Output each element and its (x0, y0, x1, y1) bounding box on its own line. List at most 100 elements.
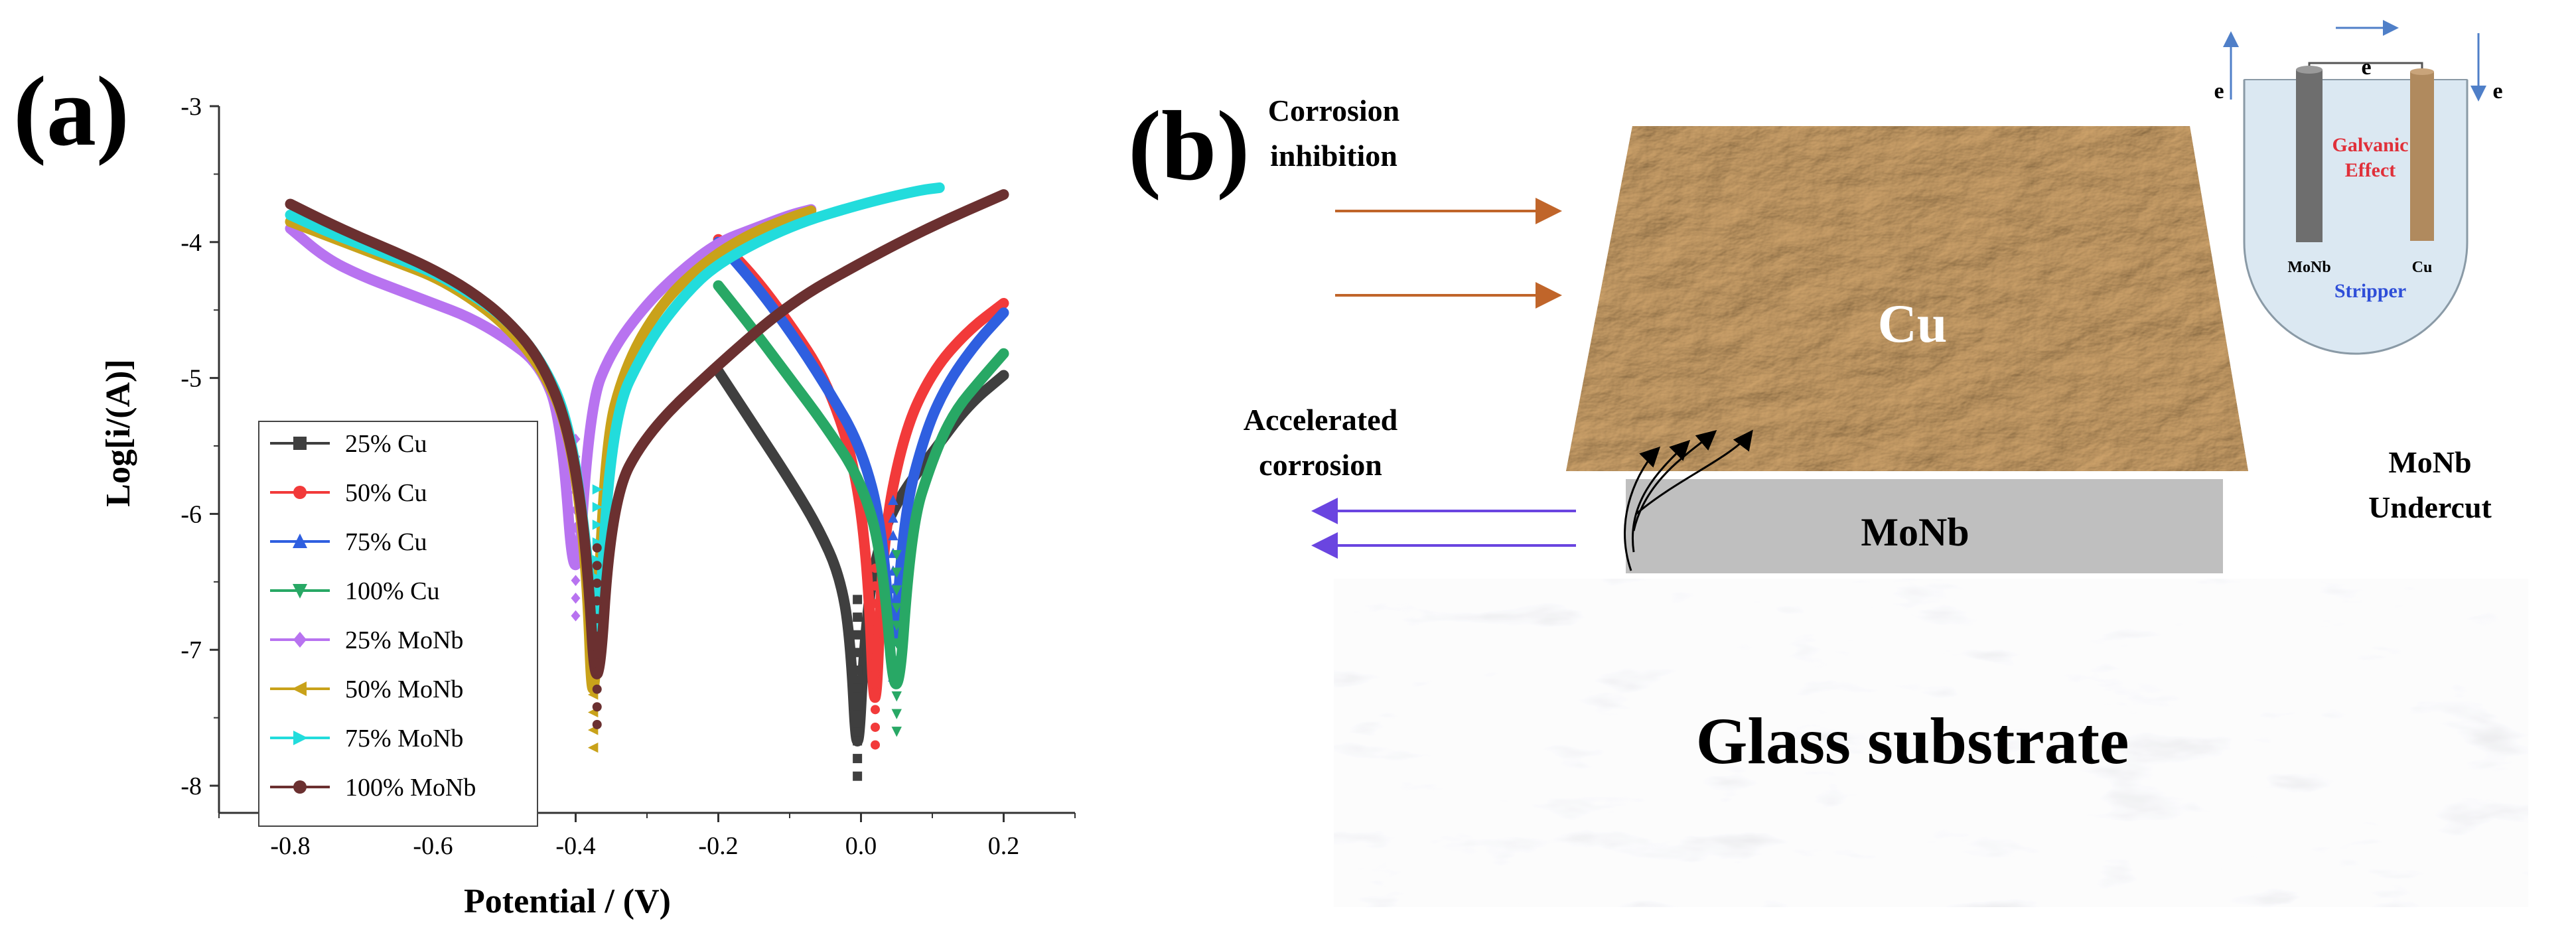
legend-label: 75% MoNb (345, 725, 463, 752)
data-point (871, 634, 880, 644)
data-point (592, 631, 602, 641)
data-point (592, 502, 603, 512)
legend-swatch-marker (293, 534, 307, 548)
data-point (853, 754, 863, 764)
data-point (587, 742, 599, 753)
data-point (571, 610, 581, 622)
legend-swatch-marker (292, 681, 307, 696)
inset-galvanic-line1: Galvanic (2332, 134, 2408, 156)
monb-label: MoNb (1861, 510, 1969, 554)
series-line-25pct-monb (285, 204, 817, 571)
diagram-svg: (b) Corrosion inhibition Cu MoNb Acceler… (1128, 20, 2528, 907)
data-point (571, 539, 581, 551)
x-tick-label: 0.2 (988, 832, 1020, 860)
legend-swatch-marker (293, 632, 307, 648)
data-point (592, 649, 602, 659)
legend-swatch-marker (293, 731, 308, 745)
series-markers-100pct-monb (592, 543, 602, 729)
data-point (592, 667, 602, 676)
x-tick-label: -0.6 (413, 832, 453, 860)
legend-label: 100% Cu (345, 577, 440, 605)
data-point (871, 705, 880, 715)
inset-cu-electrode (2410, 72, 2434, 241)
data-point (592, 719, 602, 729)
legend-label: 75% Cu (345, 528, 427, 556)
panel-a-chart: (a) -0.8 -0.6 -0.4 -0.2 0.0 0.2 -8 -7 -6 -5 -4 -3 P… (0, 0, 1095, 931)
series-markers-100pct-cu (891, 549, 902, 737)
data-point (853, 701, 863, 711)
data-point (871, 652, 880, 662)
inset-e-left: e (2214, 79, 2224, 104)
glass-substrate (1334, 579, 2528, 907)
inset-stripper-label: Stripper (2334, 280, 2406, 302)
legend-label: 100% MoNb (345, 774, 476, 802)
data-point (592, 561, 602, 571)
legend-swatch-marker (293, 584, 307, 599)
undercut-label-line2: Undercut (2368, 490, 2492, 524)
legend-swatch-marker (293, 437, 307, 450)
legend-label: 25% Cu (345, 430, 427, 458)
data-point (871, 687, 880, 697)
series-100pct-monb (285, 189, 1009, 729)
legend-label: 50% MoNb (345, 676, 463, 703)
series-25pct-cu (713, 366, 1009, 781)
cu-label: Cu (1878, 293, 1948, 354)
data-point (853, 665, 863, 675)
data-point (592, 520, 603, 530)
legend-label: 50% Cu (345, 479, 427, 507)
accelerated-label-line1: Accelerated (1244, 403, 1398, 437)
data-point (891, 727, 902, 737)
x-tick-label: -0.4 (555, 832, 595, 860)
y-tick-label: -4 (180, 229, 202, 257)
data-point (592, 543, 602, 553)
data-point (891, 638, 902, 649)
data-point (871, 722, 880, 732)
data-point (592, 684, 602, 694)
series-line-100pct-monb (285, 189, 1009, 680)
panel-a-letter: (a) (13, 56, 129, 167)
x-axis-title: Potential / (V) (464, 883, 671, 920)
chart-svg: (a) -0.8 -0.6 -0.4 -0.2 0.0 0.2 -8 -7 -6 -5 -4 -3 P… (13, 56, 1076, 920)
y-axis-title: Log[i/(A)] (100, 359, 137, 506)
y-tick-label: -8 (180, 772, 202, 800)
panel-b-letter: (b) (1128, 91, 1250, 201)
cu-layer (1566, 126, 2248, 471)
data-point (891, 585, 902, 596)
data-point (592, 596, 602, 606)
legend-swatch-marker (293, 486, 307, 499)
inset-cu-label: Cu (2412, 259, 2433, 276)
data-point (592, 702, 602, 712)
data-point (853, 718, 863, 728)
series-100pct-cu (713, 280, 1009, 737)
data-point (871, 670, 880, 680)
series-line-100pct-cu (713, 280, 1009, 689)
data-point (592, 578, 602, 588)
x-tick-label: -0.2 (698, 832, 738, 860)
galvanic-current-arrows (1624, 429, 1753, 571)
axis-ticks: -0.8 -0.6 -0.4 -0.2 0.0 0.2 -8 -7 -6 -5 -4 -3 (180, 93, 1076, 860)
data-point (853, 630, 863, 640)
data-point (853, 736, 863, 746)
x-tick-label: 0.0 (845, 832, 877, 860)
data-point (571, 557, 581, 569)
data-point (871, 616, 880, 626)
legend-label: 25% MoNb (345, 626, 463, 654)
data-point (891, 709, 902, 719)
inset-galvanic-line2: Effect (2345, 159, 2396, 181)
inset-e-right: e (2492, 79, 2502, 104)
data-point (888, 530, 898, 541)
accelerated-label-line2: corrosion (1259, 448, 1382, 482)
data-point (891, 691, 902, 702)
data-point (853, 595, 863, 605)
legend-swatch-marker (293, 780, 307, 794)
inset-e-middle: e (2361, 55, 2371, 80)
x-tick-label: -0.8 (270, 832, 310, 860)
data-point (592, 614, 602, 624)
data-point (853, 683, 863, 693)
panel-b-diagram: (b) Corrosion inhibition Cu MoNb Acceler… (1095, 0, 2576, 931)
y-tick-label: -5 (180, 365, 202, 393)
data-point (891, 603, 902, 614)
data-point (891, 656, 902, 667)
series-layer (285, 182, 1009, 781)
data-point (891, 674, 902, 684)
